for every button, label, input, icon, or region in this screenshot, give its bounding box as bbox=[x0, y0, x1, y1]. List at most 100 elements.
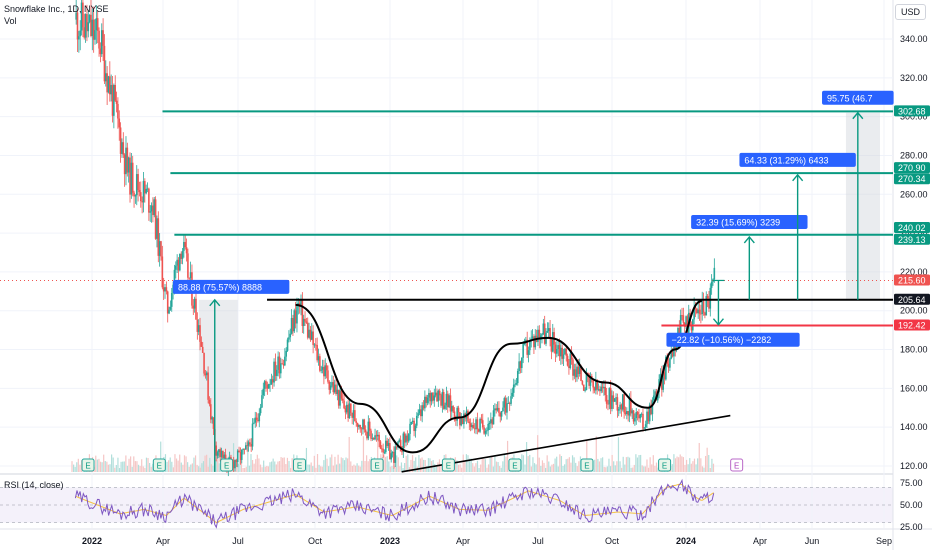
candle-body bbox=[495, 408, 498, 411]
candle-body bbox=[95, 18, 98, 31]
volume-bar bbox=[559, 454, 561, 472]
candle-body bbox=[511, 392, 514, 397]
candle-body bbox=[122, 142, 125, 155]
rsi-label: RSI (14, close) bbox=[4, 480, 64, 490]
volume-bar bbox=[253, 463, 255, 472]
volume-bar bbox=[402, 467, 404, 472]
candle-body bbox=[448, 395, 450, 408]
candle-body bbox=[78, 36, 80, 40]
measure-zone-left bbox=[198, 299, 238, 472]
volume-bar bbox=[622, 456, 624, 472]
candle-body bbox=[358, 424, 360, 427]
volume-bar bbox=[356, 463, 358, 472]
candle-body bbox=[285, 350, 287, 357]
candle-body bbox=[119, 127, 122, 154]
candle-body bbox=[449, 395, 452, 412]
candle-body bbox=[639, 414, 642, 419]
time-tick-label: Apr bbox=[753, 536, 767, 546]
volume-bar bbox=[259, 464, 262, 472]
volume-bar bbox=[366, 455, 368, 472]
candle-body bbox=[170, 293, 173, 307]
volume-bar bbox=[347, 458, 349, 472]
volume-bar bbox=[571, 455, 574, 472]
candle-body bbox=[578, 366, 581, 374]
volume-bar bbox=[671, 464, 673, 472]
candle-body bbox=[389, 443, 391, 460]
candle-body bbox=[281, 363, 283, 365]
candle-body bbox=[362, 419, 364, 430]
candle-body bbox=[376, 434, 379, 437]
candle-body bbox=[345, 404, 348, 413]
candle-body bbox=[693, 306, 695, 320]
volume-bar bbox=[554, 458, 556, 472]
volume-bar bbox=[491, 455, 493, 472]
candle-body bbox=[467, 410, 469, 422]
candle-body bbox=[183, 241, 185, 251]
candle-body bbox=[133, 192, 135, 197]
candle-body bbox=[621, 394, 624, 410]
volume-bar bbox=[177, 460, 179, 472]
candle-body bbox=[481, 420, 484, 428]
candle-body bbox=[551, 332, 554, 352]
candle-body bbox=[284, 356, 286, 366]
volume-bar bbox=[481, 458, 483, 472]
volume-bar bbox=[191, 463, 193, 472]
candle-body bbox=[293, 310, 296, 332]
volume-bar bbox=[339, 463, 341, 472]
rsi-tick-label: 25.00 bbox=[900, 522, 923, 532]
volume-bar bbox=[483, 458, 485, 472]
volume-bar bbox=[251, 460, 254, 472]
volume-bar bbox=[532, 457, 534, 472]
volume-bar bbox=[307, 464, 309, 472]
candle-body bbox=[282, 363, 285, 366]
candle-body bbox=[336, 389, 339, 395]
candle-body bbox=[157, 218, 160, 256]
candle-body bbox=[710, 281, 713, 288]
candle-body bbox=[613, 398, 616, 402]
currency-button[interactable]: USD bbox=[894, 4, 926, 20]
volume-bar bbox=[456, 460, 458, 472]
earnings-marker: E bbox=[580, 458, 594, 472]
candle-body bbox=[356, 422, 359, 427]
measure-text-1: 88.88 (75.57%) 8888 bbox=[178, 282, 262, 292]
candle-body bbox=[564, 348, 566, 355]
candle-body bbox=[266, 384, 269, 389]
candle-body bbox=[100, 30, 103, 55]
candle-body bbox=[554, 344, 557, 354]
volume-bar bbox=[111, 454, 113, 472]
price-tick-label: 300.00 bbox=[900, 112, 928, 122]
candle-body bbox=[543, 323, 546, 344]
candle-body bbox=[82, 2, 84, 28]
candle-body bbox=[534, 335, 537, 348]
volume-bar bbox=[145, 457, 148, 472]
volume-bar bbox=[595, 436, 597, 472]
volume-bar bbox=[183, 455, 186, 472]
rsi-sma-line bbox=[75, 483, 714, 524]
volume-bar bbox=[239, 460, 241, 472]
chart-title: Snowflake Inc., 1D, NYSE bbox=[4, 4, 109, 14]
volume-bar bbox=[603, 466, 605, 472]
candle-body bbox=[630, 398, 632, 414]
candle-body bbox=[616, 397, 619, 411]
volume-bar bbox=[689, 458, 691, 472]
time-tick-label: 2023 bbox=[380, 536, 400, 546]
volume-bar bbox=[152, 463, 154, 472]
candle-body bbox=[546, 331, 549, 333]
candle-body bbox=[236, 450, 239, 463]
candle-body bbox=[205, 372, 208, 376]
candle-body bbox=[562, 354, 565, 359]
candle-body bbox=[290, 318, 293, 334]
candle-body bbox=[455, 419, 457, 421]
candle-body bbox=[301, 300, 304, 326]
volume-bar bbox=[685, 459, 688, 472]
candle-body bbox=[317, 356, 320, 361]
volume-bar bbox=[475, 463, 477, 472]
candle-body bbox=[146, 188, 149, 190]
candle-body bbox=[644, 424, 647, 428]
candle-body bbox=[662, 372, 664, 390]
level-badge-text: 192.42 bbox=[898, 320, 926, 330]
level-badge-text: 270.34 bbox=[898, 174, 926, 184]
candle-body bbox=[491, 419, 493, 425]
volume-bar bbox=[74, 466, 76, 472]
